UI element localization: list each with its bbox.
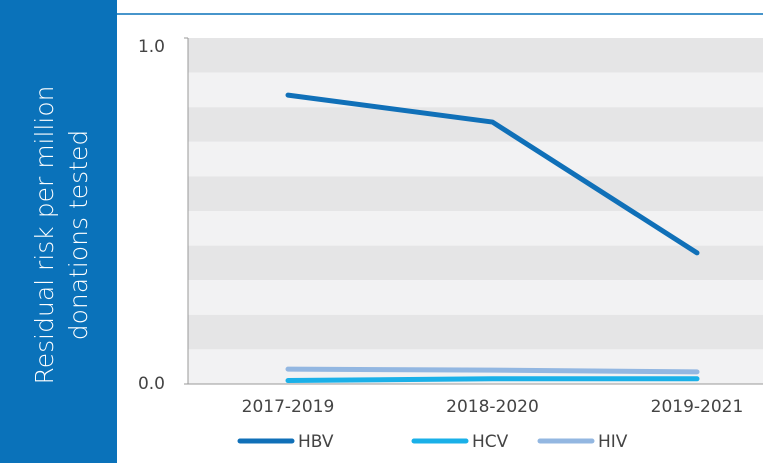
legend-label: HBV [298,432,334,452]
band [188,314,763,350]
x-tick-label: 2018-2020 [446,397,539,417]
band [188,280,763,315]
y-tick-label: 0.0 [138,374,165,394]
line-hiv [285,366,700,375]
y-axis-label: Residual risk per million donations test… [30,85,93,385]
band [188,38,763,73]
band [188,72,763,108]
legend-label: HCV [472,432,509,452]
band [188,176,763,211]
line-hcv [285,376,700,384]
ylabel-box [0,0,117,463]
x-tick-label: 2019-2021 [651,397,744,417]
legend-label: HIV [598,432,628,452]
band [188,107,763,142]
y-tick-label: 1.0 [138,37,165,57]
band [188,141,763,177]
band [188,245,763,281]
plot-bands [188,38,763,384]
x-tick-label: 2017-2019 [242,397,335,417]
band [188,211,763,246]
line-hbv [285,92,700,256]
